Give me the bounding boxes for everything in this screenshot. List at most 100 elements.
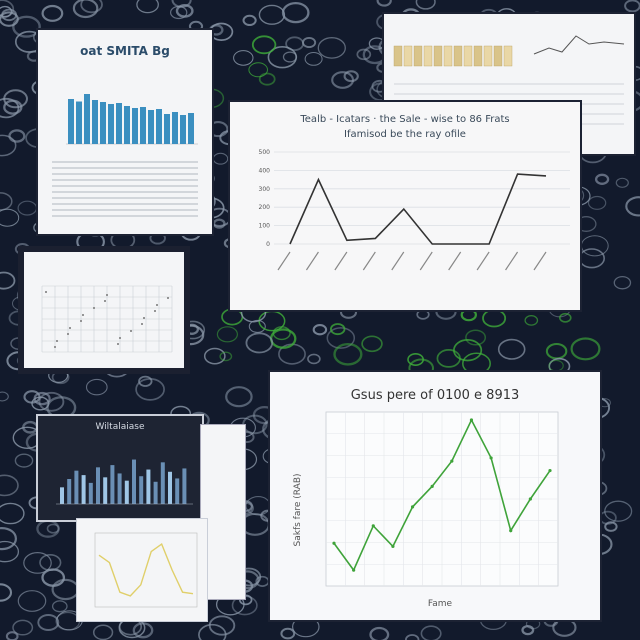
bar (172, 112, 178, 144)
mesh-cell (343, 70, 359, 83)
mesh-cell (41, 568, 66, 587)
bar (76, 101, 82, 144)
mesh-cell (0, 583, 13, 602)
mesh-cell (92, 624, 114, 640)
data-point (450, 459, 454, 463)
mesh-cell (558, 312, 572, 323)
mesh-cell (307, 353, 321, 365)
bar (175, 478, 180, 504)
mesh-cell (282, 51, 298, 63)
mesh-cell (465, 329, 487, 346)
mesh-cell (524, 315, 539, 326)
x-tick-mark (505, 251, 519, 271)
data-point (410, 505, 415, 509)
grid-point (141, 323, 143, 325)
mesh-cell (330, 323, 346, 336)
data-point (332, 541, 336, 545)
bar (132, 108, 138, 144)
mesh-cell (376, 0, 392, 7)
series-line (533, 35, 625, 55)
bar (156, 109, 162, 144)
mesh-cell (0, 474, 19, 497)
mesh-cell (482, 309, 507, 328)
grid-point (69, 327, 71, 329)
grid-point (56, 340, 58, 342)
mesh-cell (248, 319, 266, 333)
mesh-cell (326, 327, 356, 349)
mesh-cell (23, 552, 52, 574)
yellow-line-chart (94, 532, 198, 608)
data-point (430, 484, 434, 488)
mesh-cell (580, 235, 609, 257)
bar (164, 114, 170, 144)
mesh-cell (258, 4, 286, 25)
bar (443, 45, 453, 67)
mesh-cell (302, 36, 317, 49)
mesh-cell (420, 625, 442, 640)
bar (92, 100, 98, 144)
bar (423, 45, 433, 67)
bar (180, 115, 186, 144)
mesh-cell (333, 342, 363, 366)
dark-bar-title: Wiltalaiase (95, 422, 145, 432)
mesh-cell (17, 200, 38, 216)
mesh-cell (0, 540, 20, 563)
x-tick-mark (277, 251, 291, 271)
mesh-cell (41, 4, 64, 22)
mesh-cell (245, 332, 274, 354)
bar (393, 45, 403, 67)
x-tick-mark (533, 251, 547, 271)
grid-point (82, 314, 84, 316)
mesh-cell (258, 72, 276, 86)
mesh-cell (497, 338, 526, 360)
bar-report-chart (52, 94, 198, 217)
y-tick-label: 0 (266, 241, 270, 248)
grid-point (45, 291, 47, 293)
mesh-cell (80, 0, 103, 14)
mesh-cell (212, 218, 226, 229)
bar (124, 480, 129, 504)
bar (146, 469, 151, 504)
mesh-cell (242, 14, 257, 26)
grid-point (119, 337, 121, 339)
mesh-cell (5, 631, 19, 640)
bar-report-card: oat SMITA Bg (36, 28, 214, 236)
mesh-cell (369, 626, 390, 640)
mesh-cell (405, 634, 420, 640)
mesh-cell (0, 271, 16, 290)
bar (433, 45, 443, 67)
mesh-cell (285, 36, 305, 51)
mesh-cell (624, 0, 640, 13)
data-point (391, 544, 395, 548)
mesh-cell (0, 97, 20, 119)
bar (493, 45, 503, 67)
mesh-cell (216, 326, 238, 343)
mesh-cell (570, 337, 601, 361)
mesh-cell (14, 453, 34, 468)
line-chart-card: Tealb - Icatars · the Sale - wise to 86 … (228, 100, 582, 312)
bar (68, 99, 74, 144)
series-line (98, 543, 194, 597)
mesh-cell (521, 624, 535, 636)
x-tick-mark (391, 251, 405, 271)
mesh-cell (39, 553, 62, 571)
mesh-cell (0, 502, 25, 525)
mesh-cell (138, 375, 153, 387)
grid-table (41, 285, 173, 353)
bar (117, 473, 122, 504)
bar (67, 479, 72, 504)
bar (148, 110, 154, 144)
x-tick-mark (305, 251, 319, 271)
green-chart-title: Gsus pere of 0100 e 8913 (350, 388, 520, 403)
mesh-cell (132, 622, 154, 639)
mesh-cell (280, 627, 296, 640)
bar (483, 45, 493, 67)
mesh-cell (233, 50, 254, 66)
mesh-cell (23, 390, 41, 404)
mesh-cell (587, 195, 607, 210)
bar (473, 45, 483, 67)
bar (188, 113, 194, 144)
mesh-cell (304, 52, 323, 66)
dark-bar-card: Wiltalaiase (36, 414, 204, 522)
bar (153, 481, 158, 504)
